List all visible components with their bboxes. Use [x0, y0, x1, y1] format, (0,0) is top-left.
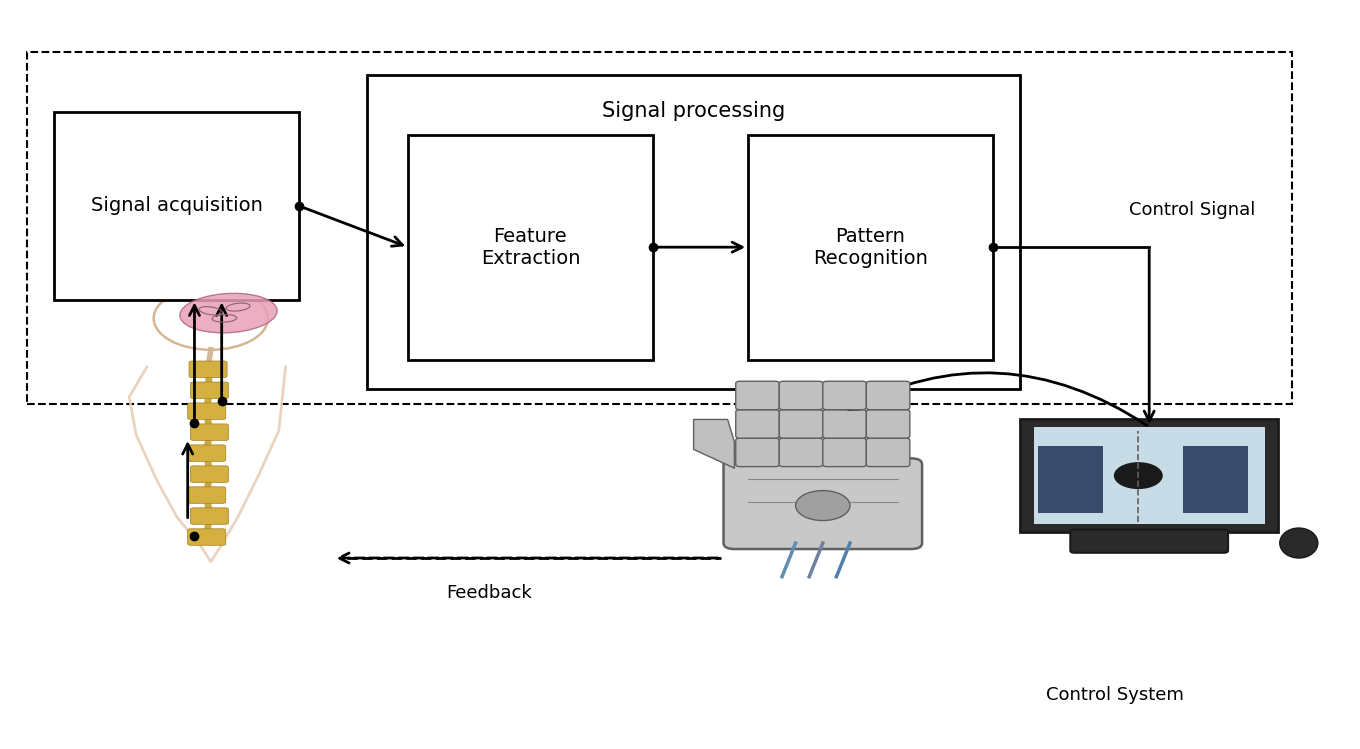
- FancyBboxPatch shape: [1070, 530, 1228, 553]
- Polygon shape: [694, 419, 734, 468]
- Ellipse shape: [180, 294, 277, 333]
- FancyBboxPatch shape: [736, 438, 779, 467]
- Text: Control System: Control System: [1046, 686, 1185, 704]
- FancyBboxPatch shape: [866, 410, 910, 438]
- Text: Feedback: Feedback: [446, 584, 533, 602]
- FancyBboxPatch shape: [1020, 419, 1278, 532]
- FancyBboxPatch shape: [190, 424, 228, 440]
- FancyBboxPatch shape: [188, 529, 226, 545]
- FancyBboxPatch shape: [1034, 427, 1265, 524]
- FancyBboxPatch shape: [188, 403, 226, 419]
- FancyBboxPatch shape: [866, 438, 910, 467]
- FancyBboxPatch shape: [408, 135, 653, 360]
- FancyBboxPatch shape: [736, 381, 779, 410]
- FancyBboxPatch shape: [190, 508, 228, 524]
- FancyBboxPatch shape: [190, 466, 228, 482]
- FancyBboxPatch shape: [779, 410, 823, 438]
- Circle shape: [796, 491, 850, 521]
- FancyBboxPatch shape: [188, 487, 226, 503]
- FancyBboxPatch shape: [367, 75, 1020, 389]
- FancyBboxPatch shape: [823, 438, 866, 467]
- FancyBboxPatch shape: [1038, 446, 1103, 513]
- FancyBboxPatch shape: [736, 410, 779, 438]
- Ellipse shape: [1280, 528, 1318, 558]
- FancyBboxPatch shape: [190, 382, 228, 398]
- FancyBboxPatch shape: [779, 381, 823, 410]
- FancyBboxPatch shape: [189, 361, 227, 377]
- Text: Pattern
Recognition: Pattern Recognition: [813, 227, 928, 267]
- FancyBboxPatch shape: [779, 438, 823, 467]
- FancyBboxPatch shape: [823, 410, 866, 438]
- FancyBboxPatch shape: [1183, 446, 1248, 513]
- Circle shape: [1114, 462, 1163, 489]
- FancyBboxPatch shape: [748, 135, 993, 360]
- FancyBboxPatch shape: [188, 445, 226, 461]
- FancyBboxPatch shape: [823, 381, 866, 410]
- Text: Signal processing: Signal processing: [602, 101, 785, 121]
- Text: Control Signal: Control Signal: [1129, 201, 1255, 219]
- Text: Signal acquisition: Signal acquisition: [91, 196, 262, 216]
- FancyBboxPatch shape: [54, 112, 299, 300]
- FancyBboxPatch shape: [866, 381, 910, 410]
- Text: Feature
Extraction: Feature Extraction: [480, 227, 581, 267]
- FancyBboxPatch shape: [724, 458, 922, 549]
